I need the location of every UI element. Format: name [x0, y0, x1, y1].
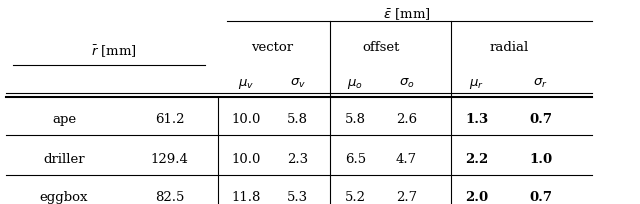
Text: $\sigma_o$: $\sigma_o$ — [399, 77, 414, 90]
Text: 5.8: 5.8 — [287, 113, 308, 126]
Text: 10.0: 10.0 — [232, 153, 261, 166]
Text: 4.7: 4.7 — [396, 153, 417, 166]
Text: 5.8: 5.8 — [345, 113, 365, 126]
Text: $\bar{r}$ [mm]: $\bar{r}$ [mm] — [91, 44, 136, 60]
Text: 6.5: 6.5 — [344, 153, 366, 166]
Text: 82.5: 82.5 — [155, 191, 184, 204]
Text: 1.3: 1.3 — [465, 113, 488, 126]
Text: $\sigma_v$: $\sigma_v$ — [290, 77, 305, 90]
Text: eggbox: eggbox — [40, 191, 88, 204]
Text: $\mu_r$: $\mu_r$ — [469, 77, 484, 91]
Text: 2.7: 2.7 — [396, 191, 417, 204]
Text: 5.2: 5.2 — [345, 191, 365, 204]
Text: 5.3: 5.3 — [287, 191, 308, 204]
Text: 2.0: 2.0 — [465, 191, 488, 204]
Text: $\mu_o$: $\mu_o$ — [348, 77, 363, 91]
Text: 10.0: 10.0 — [232, 113, 261, 126]
Text: 2.6: 2.6 — [396, 113, 417, 126]
Text: driller: driller — [43, 153, 85, 166]
Text: 2.3: 2.3 — [287, 153, 308, 166]
Text: 0.7: 0.7 — [529, 113, 552, 126]
Text: 1.0: 1.0 — [529, 153, 552, 166]
Text: 61.2: 61.2 — [155, 113, 184, 126]
Text: $\bar{\epsilon}$ [mm]: $\bar{\epsilon}$ [mm] — [383, 6, 430, 22]
Text: vector: vector — [251, 41, 293, 54]
Text: 11.8: 11.8 — [232, 191, 261, 204]
Text: ape: ape — [52, 113, 76, 126]
Text: radial: radial — [489, 41, 529, 54]
Text: 2.2: 2.2 — [465, 153, 488, 166]
Text: offset: offset — [362, 41, 399, 54]
Text: $\sigma_r$: $\sigma_r$ — [534, 77, 548, 90]
Text: 0.7: 0.7 — [529, 191, 552, 204]
Text: 129.4: 129.4 — [150, 153, 189, 166]
Text: $\mu_v$: $\mu_v$ — [238, 77, 255, 91]
